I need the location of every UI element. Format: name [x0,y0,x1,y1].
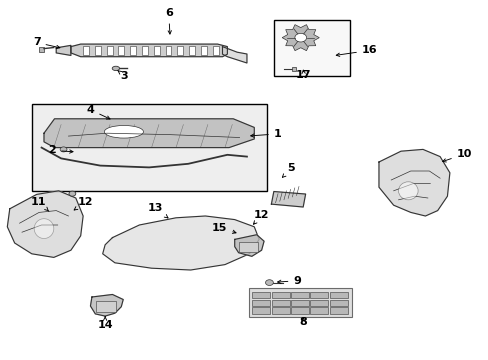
Text: 8: 8 [299,317,306,327]
Polygon shape [234,235,264,256]
Text: 13: 13 [147,203,167,218]
Bar [106,46,112,55]
Polygon shape [282,24,319,51]
Text: 3: 3 [118,71,128,81]
Bar [142,46,147,55]
Bar [201,46,206,55]
Bar [39,47,44,52]
Bar [273,20,349,76]
Ellipse shape [104,125,143,138]
Bar [310,307,327,314]
Bar [290,307,308,314]
Bar [290,300,308,306]
Bar [212,46,218,55]
Bar [271,292,289,298]
Bar [329,307,347,314]
Text: 1: 1 [250,129,281,139]
Text: 9: 9 [277,276,301,286]
Text: 6: 6 [164,8,172,34]
Bar [95,46,101,55]
Polygon shape [102,216,259,270]
Text: 5: 5 [282,163,295,177]
Bar [32,104,266,191]
Bar [292,67,296,71]
Bar [329,300,347,306]
Ellipse shape [34,219,54,238]
Text: 7: 7 [33,37,60,49]
Bar [310,292,327,298]
Bar [310,300,327,306]
Polygon shape [271,192,305,207]
Bar [252,300,270,306]
Text: 15: 15 [212,222,236,233]
Text: 17: 17 [295,69,311,80]
Polygon shape [71,44,227,57]
Bar [271,300,289,306]
Bar [329,292,347,298]
Ellipse shape [112,66,119,71]
Bar [83,46,89,55]
Bar [118,46,124,55]
Bar [271,307,289,314]
Bar [189,46,195,55]
Circle shape [265,280,273,285]
Bar [252,292,270,298]
Polygon shape [56,45,71,55]
Text: 16: 16 [336,45,377,57]
Text: 11: 11 [31,197,49,211]
Circle shape [60,147,67,152]
Bar [252,307,270,314]
Circle shape [294,33,306,42]
Bar [290,292,308,298]
Text: 2: 2 [48,145,73,156]
Polygon shape [44,119,254,148]
Text: 4: 4 [86,105,110,119]
Ellipse shape [398,182,417,200]
Bar [249,288,351,317]
Bar [96,301,116,312]
Text: 14: 14 [97,317,113,330]
Circle shape [69,191,76,196]
Bar [165,46,171,55]
Text: 12: 12 [74,197,93,210]
Text: 10: 10 [442,149,471,162]
Bar [154,46,160,55]
Polygon shape [7,191,83,257]
Polygon shape [222,46,246,63]
Text: 12: 12 [253,210,269,224]
Bar [177,46,183,55]
Polygon shape [90,294,123,316]
Bar [238,242,258,252]
Bar [130,46,136,55]
Polygon shape [378,149,449,216]
